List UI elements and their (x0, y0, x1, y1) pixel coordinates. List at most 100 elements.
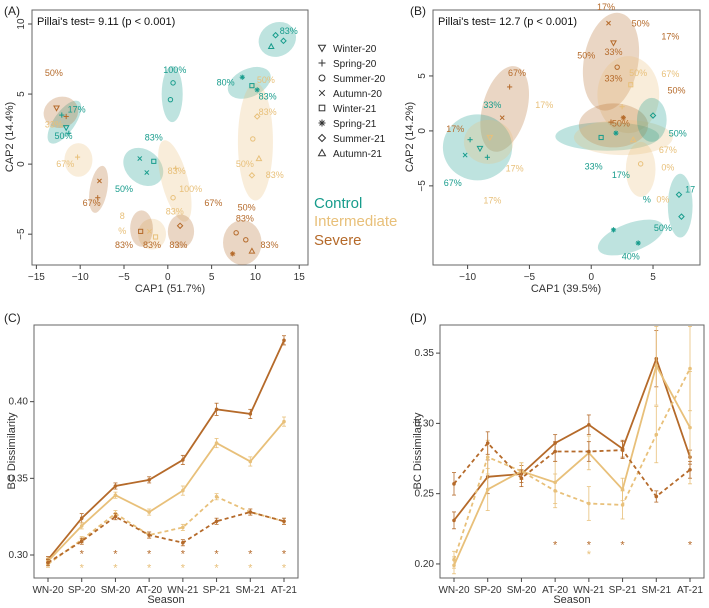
data-point (688, 366, 692, 371)
triangle-up-marker (629, 136, 637, 143)
plus-marker (74, 154, 81, 160)
y-tick-label: −5 (16, 228, 27, 240)
triangle-down-shape (610, 40, 617, 47)
diamond-shape (253, 113, 261, 120)
triangle-up-shape (629, 136, 637, 143)
significance-mark: * (147, 562, 152, 574)
percent-label: 50% (55, 131, 73, 141)
x-tick-label: 5 (209, 272, 215, 283)
percent-label: 50% (669, 128, 687, 138)
data-point (248, 510, 253, 514)
x-tick-label: SM-21 (236, 585, 266, 596)
data-point (181, 488, 185, 493)
asterisk-stroke (230, 251, 235, 256)
y-axis-title-a: CAP2 (14.4%) (4, 102, 16, 172)
cross-marker (462, 152, 468, 158)
legend-severe: Severe (314, 232, 362, 249)
x-tick-label: WN-21 (573, 585, 605, 596)
panel-label-d: (D) (410, 311, 427, 325)
ellipse-severe (582, 12, 640, 111)
percent-label: 83% (266, 170, 284, 180)
percent-label: % (118, 226, 126, 236)
data-point (452, 518, 456, 523)
data-point (248, 412, 253, 416)
plus-marker (95, 195, 101, 201)
percent-label: 50% (238, 202, 256, 212)
season-label: Winter-21 (333, 104, 377, 115)
circle-marker (233, 230, 239, 236)
percent-label: 33% (585, 161, 603, 171)
square-marker (151, 158, 157, 164)
data-point (553, 489, 557, 493)
asterisk-marker (620, 115, 626, 121)
cross-stroke (318, 89, 326, 97)
asterisk-marker (613, 130, 619, 136)
plot-frame-b (432, 9, 701, 266)
stat-text-b: Pillai's test= 12.7 (p < 0.001) (438, 16, 577, 28)
square-shape (138, 228, 144, 234)
data-point (485, 455, 490, 459)
data-point (147, 533, 151, 537)
plus-marker (59, 112, 65, 118)
triangle-up-shape (255, 154, 263, 162)
ellipse-intermediate (463, 119, 514, 164)
data-point (214, 441, 219, 445)
series-line-intermediate-solid (453, 363, 691, 566)
y-tick-label: 0.40 (9, 397, 29, 408)
percent-label: 8 (120, 211, 125, 221)
data-point (113, 484, 118, 488)
square-marker (628, 82, 634, 88)
square-shape (151, 158, 157, 164)
diamond-shape (678, 213, 685, 220)
series-line-severe-solid (47, 339, 285, 561)
series-line-severe-solid (453, 356, 691, 521)
series-line-severe-dashed (453, 441, 691, 498)
cross-marker (499, 115, 505, 121)
percent-label: % (643, 194, 651, 204)
diamond-marker (248, 172, 256, 179)
data-point (147, 510, 151, 514)
diamond-shape (280, 37, 287, 45)
plot-frame-c (33, 324, 299, 579)
percent-label: 100% (179, 184, 202, 194)
x-tick-label: WN-20 (438, 585, 470, 596)
triangle-down-marker (486, 134, 494, 142)
y-tick-label: 5 (16, 91, 27, 97)
ellipse-control (667, 173, 693, 238)
percent-label: 83% (280, 26, 298, 36)
x-tick-label: −15 (28, 272, 45, 283)
y-tick-label: 0.25 (415, 489, 435, 500)
plus-marker (484, 154, 490, 160)
asterisk-stroke (636, 240, 641, 246)
percent-label: 83% (115, 240, 133, 250)
asterisk-stroke (319, 120, 325, 126)
percent-label: 100% (163, 65, 186, 75)
circle-marker (243, 237, 249, 243)
percent-label: 17 (685, 184, 695, 194)
percent-label: 40% (622, 252, 640, 262)
percent-label: 50% (629, 68, 647, 78)
ellipse-severe (167, 214, 195, 249)
season-label: Autumn-21 (333, 149, 382, 160)
significance-mark: * (80, 562, 85, 574)
triangle-down-shape (317, 44, 327, 53)
circle-marker (614, 64, 620, 70)
x-tick-label: SM-20 (507, 585, 537, 596)
data-point (282, 519, 286, 524)
triangle-up-shape (267, 42, 275, 50)
percent-label: 50% (257, 75, 275, 85)
data-point (485, 487, 490, 492)
diamond-shape (675, 191, 683, 198)
asterisk-marker (230, 251, 236, 257)
cross-stroke (462, 152, 468, 158)
circle-marker (318, 74, 326, 82)
x-tick-label: AT-21 (271, 585, 297, 596)
legend-intermediate: Intermediate (314, 213, 397, 230)
season-label: Summer-21 (333, 134, 386, 145)
circle-marker (250, 136, 256, 142)
percent-label: 67% (661, 69, 679, 79)
asterisk-marker (254, 87, 260, 93)
x-tick-label: −5 (524, 272, 536, 283)
diamond-shape (272, 31, 279, 39)
data-point (248, 459, 253, 464)
